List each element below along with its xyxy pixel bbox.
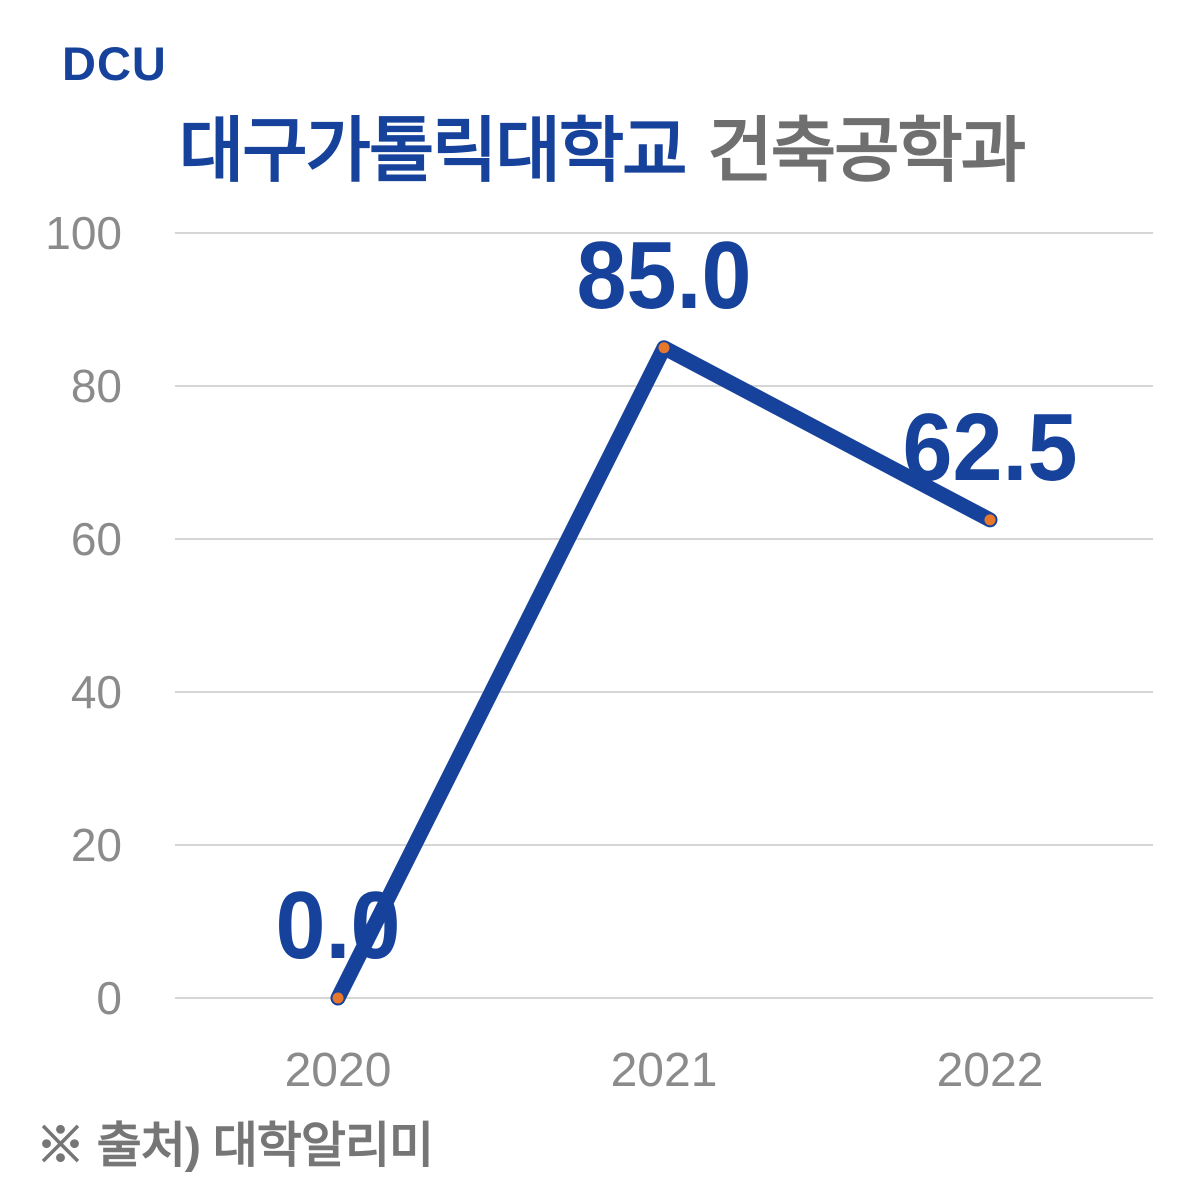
data-point-marker <box>658 342 670 354</box>
data-line <box>330 340 998 1006</box>
y-tick-label: 100 <box>45 207 122 259</box>
y-tick-label: 0 <box>96 972 122 1024</box>
y-tick-label: 80 <box>71 360 122 412</box>
dcu-logo: DCU <box>62 37 167 90</box>
x-axis-labels: 2020 2021 2022 <box>285 1044 1044 1097</box>
data-point-marker <box>984 514 996 526</box>
data-point-label: 85.0 <box>577 222 752 329</box>
y-tick-label: 20 <box>71 819 122 871</box>
chart-title: 대구가톨릭대학교 건축공학과 <box>0 94 1203 196</box>
x-tick-label: 2021 <box>611 1044 718 1097</box>
data-markers <box>332 342 996 1004</box>
title-department: 건축공학과 <box>707 112 1026 191</box>
data-labels: 0.0 85.0 62.5 <box>276 222 1078 979</box>
y-axis-labels: 0 20 40 60 80 100 <box>45 207 122 1024</box>
x-tick-label: 2020 <box>285 1044 392 1097</box>
x-tick-label: 2022 <box>937 1044 1044 1097</box>
gridlines <box>175 232 1153 999</box>
title-university: 대구가톨릭대학교 <box>178 112 688 191</box>
data-point-marker <box>332 992 344 1004</box>
y-tick-label: 40 <box>71 666 122 718</box>
y-tick-label: 60 <box>71 513 122 565</box>
data-point-label: 62.5 <box>903 394 1078 501</box>
data-point-label: 0.0 <box>276 872 401 979</box>
source-note: ※ 출처) 대학알리미 <box>36 1119 434 1173</box>
